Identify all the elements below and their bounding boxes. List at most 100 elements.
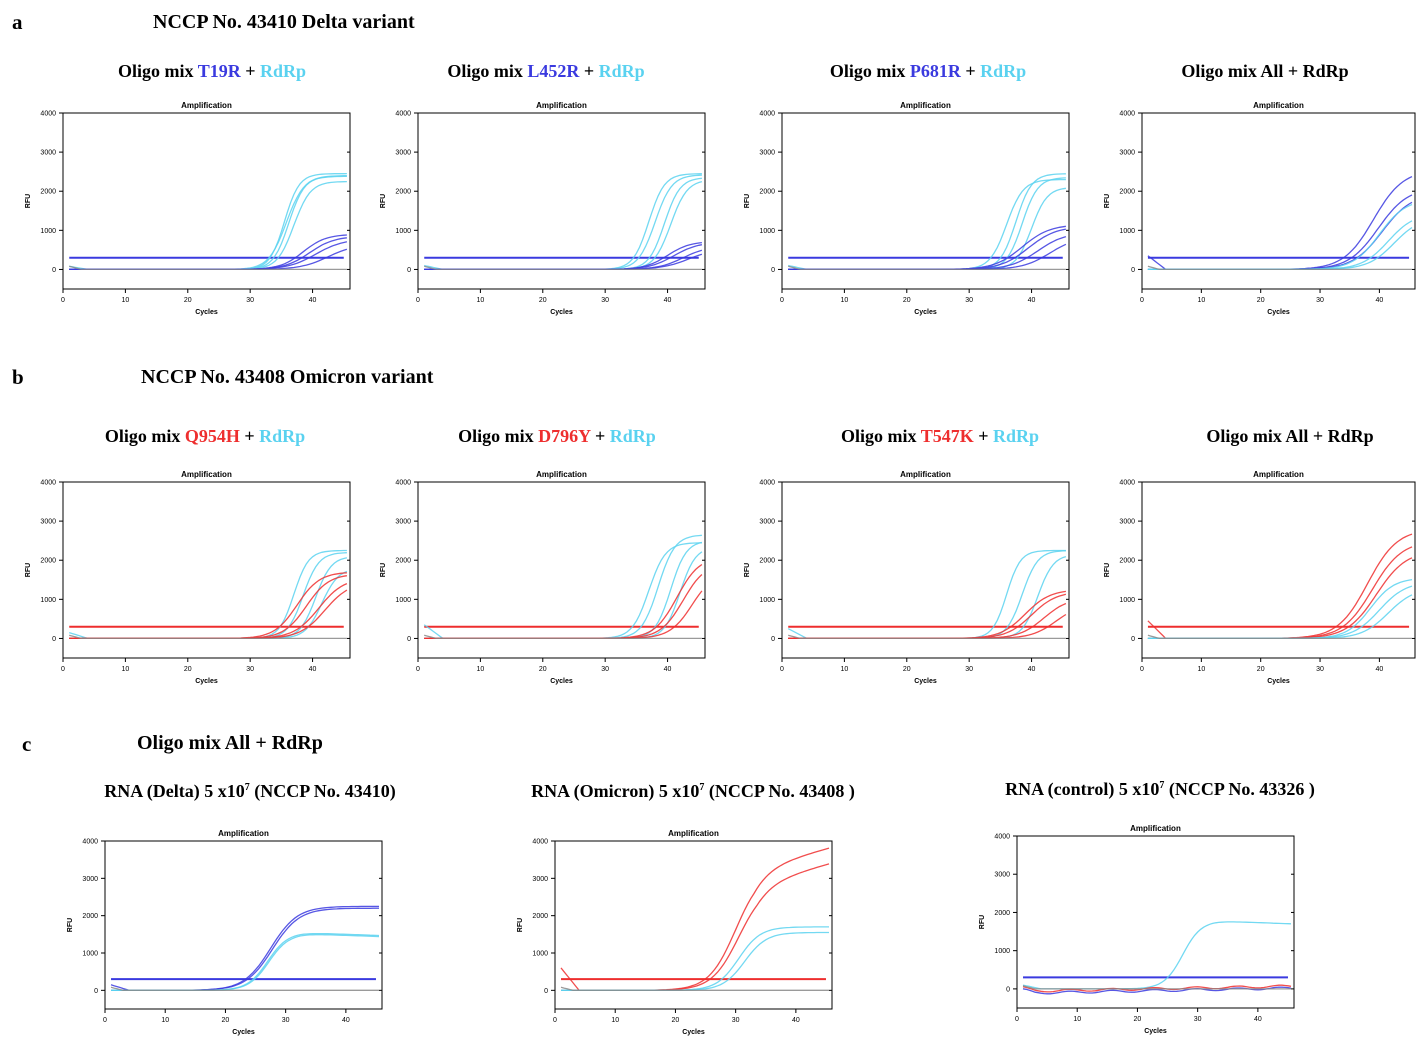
- y-tick-label: 2000: [532, 913, 548, 920]
- y-tick-label: 1000: [1119, 597, 1135, 604]
- y-tick-label: 0: [1131, 267, 1135, 274]
- x-tick-label: 10: [1073, 1016, 1081, 1023]
- chart-title-a1: Oligo mix T19R + RdRp: [118, 61, 306, 82]
- chart-title-segment: Oligo mix All + RdRp: [1206, 426, 1374, 446]
- chart-inner-title: Amplification: [181, 470, 232, 479]
- chart-inner-title: Amplification: [668, 829, 719, 838]
- x-tick-label: 20: [184, 666, 192, 673]
- x-axis-label: Cycles: [914, 678, 937, 685]
- x-tick-label: 0: [1015, 1016, 1019, 1023]
- rna-title-exponent: 7: [244, 782, 250, 793]
- x-tick-label: 40: [792, 1017, 800, 1024]
- y-tick-label: 2000: [759, 189, 775, 196]
- rna-title-ncc: (NCCP No. 43410): [249, 781, 396, 801]
- y-tick-label: 3000: [994, 872, 1010, 879]
- amplification-curve: [1022, 985, 1291, 990]
- y-tick-label: 4000: [82, 839, 98, 846]
- amplification-curve: [110, 986, 379, 991]
- chart-c3: Amplification 0 1000 2000 3000 4000 0 10 20 30 40 C…: [979, 824, 1295, 1035]
- x-tick-label: 10: [1197, 666, 1205, 673]
- rna-title-text: RNA (Delta) 5 x10: [104, 781, 245, 801]
- x-tick-label: 40: [1375, 297, 1383, 304]
- x-tick-label: 0: [780, 297, 784, 304]
- x-tick-label: 20: [222, 1017, 230, 1024]
- chart-a1: Amplification 0 1000 2000 3000 4000 0 10 20 30 40 C…: [25, 101, 351, 316]
- x-tick-label: 30: [965, 666, 973, 673]
- amplification-curve: [788, 173, 1066, 271]
- y-tick-label: 3000: [532, 876, 548, 883]
- chart-title-segment: D796Y: [538, 426, 591, 446]
- amplification-curve: [424, 574, 703, 640]
- y-tick-label: 4000: [40, 480, 56, 487]
- amplification-curve: [1147, 533, 1413, 640]
- amplification-curve: [561, 931, 829, 991]
- amplification-curve: [561, 926, 829, 991]
- plot-frame: [1141, 481, 1416, 659]
- y-tick-label: 2000: [759, 558, 775, 565]
- chart-a2: Amplification 0 1000 2000 3000 4000 0 10 20 30 40 C…: [380, 101, 706, 316]
- y-tick-label: 2000: [40, 189, 56, 196]
- x-tick-label: 20: [903, 297, 911, 304]
- y-tick-label: 4000: [759, 480, 775, 487]
- y-axis-label: RFU: [517, 918, 524, 932]
- chart-title-segment: +: [579, 61, 599, 81]
- chart-title-segment: Oligo mix: [104, 426, 185, 446]
- amplification-curve: [788, 265, 1066, 271]
- panel-a-letter: a: [12, 10, 23, 34]
- y-tick-label: 2000: [40, 558, 56, 565]
- amplification-curve: [560, 986, 829, 991]
- x-tick-label: 10: [840, 666, 848, 673]
- y-tick-label: 1000: [759, 597, 775, 604]
- rna-title-omicron: RNA (Omicron) 5 x107 (NCCP No. 43408 ): [531, 781, 855, 802]
- y-tick-label: 1000: [395, 597, 411, 604]
- plot-frame: [1016, 835, 1295, 1009]
- chart-title-segment: Oligo mix: [118, 61, 198, 81]
- x-tick-label: 10: [1197, 297, 1205, 304]
- chart-title-segment: Oligo mix: [829, 61, 910, 81]
- x-tick-label: 40: [1375, 666, 1383, 673]
- amplification-curve: [788, 178, 1066, 271]
- chart-title-segment: L452R: [527, 61, 580, 81]
- chart-title-segment: T19R: [197, 61, 241, 81]
- y-axis-label: RFU: [979, 915, 986, 929]
- chart-title-b4: Oligo mix All + RdRp: [1206, 426, 1373, 447]
- chart-inner-title: Amplification: [1130, 824, 1181, 833]
- chart-inner-title: Amplification: [900, 101, 951, 110]
- panel-a-title: NCCP No. 43410 Delta variant: [153, 11, 415, 33]
- x-tick-label: 40: [342, 1017, 350, 1024]
- amplification-curve: [788, 228, 1067, 271]
- x-tick-label: 20: [903, 666, 911, 673]
- chart-title-segment: P681R: [909, 61, 961, 81]
- y-tick-label: 1000: [994, 948, 1010, 955]
- chart-inner-title: Amplification: [181, 101, 232, 110]
- chart-inner-title: Amplification: [1253, 470, 1304, 479]
- chart-title-segment: RdRp: [598, 61, 645, 81]
- y-tick-label: 2000: [1119, 189, 1135, 196]
- x-axis-label: Cycles: [1267, 678, 1290, 685]
- x-tick-label: 10: [611, 1017, 619, 1024]
- rna-title-text: RNA (Omicron) 5 x10: [531, 781, 700, 801]
- y-tick-label: 3000: [40, 150, 56, 157]
- x-tick-label: 20: [1257, 666, 1265, 673]
- y-tick-label: 0: [771, 636, 775, 643]
- chart-title-b1: Oligo mix Q954H + RdRp: [105, 426, 305, 447]
- x-axis-label: Cycles: [550, 309, 573, 316]
- plot-frame: [554, 840, 833, 1010]
- chart-inner-title: Amplification: [1253, 101, 1304, 110]
- amplification-curve: [560, 847, 830, 991]
- amplification-curve: [1147, 634, 1412, 640]
- panel-b-letter: b: [12, 365, 24, 389]
- rna-title-control: RNA (control) 5 x107 (NCCP No. 43326 ): [1005, 779, 1315, 800]
- y-tick-label: 1000: [759, 228, 775, 235]
- chart-inner-title: Amplification: [536, 470, 587, 479]
- x-tick-label: 40: [309, 297, 317, 304]
- amplification-curve: [110, 905, 379, 991]
- amplification-curve: [424, 253, 703, 271]
- x-tick-label: 40: [1254, 1016, 1262, 1023]
- y-tick-label: 3000: [395, 150, 411, 157]
- y-tick-label: 0: [544, 988, 548, 995]
- y-tick-label: 2000: [994, 910, 1010, 917]
- x-tick-label: 40: [664, 297, 672, 304]
- y-tick-label: 3000: [759, 519, 775, 526]
- chart-title-segment: Oligo mix: [841, 426, 921, 446]
